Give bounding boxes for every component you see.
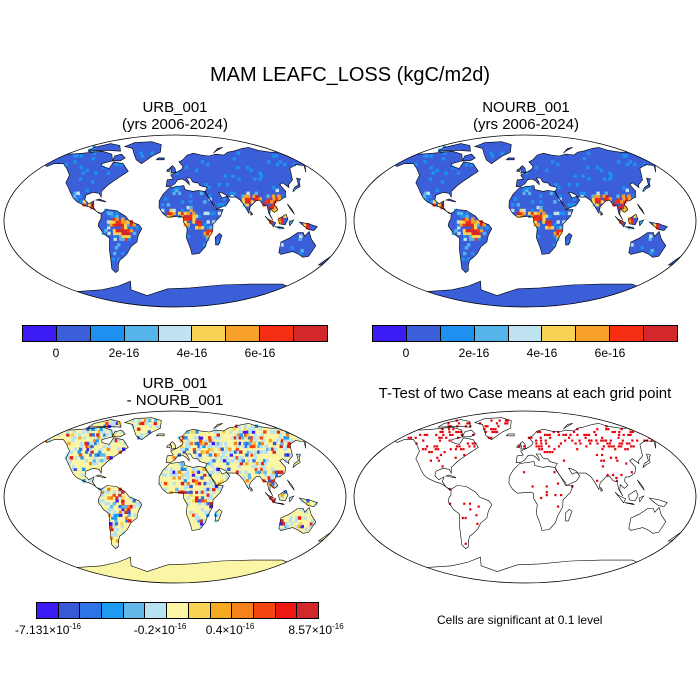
colorbar-diff-swatch [253,603,276,618]
colorbar-diff-swatch [58,603,81,618]
panel-title-nourb-line1: NOURB_001 [482,99,570,116]
colorbar-nourb-swatch [644,326,678,341]
colorbar-diff-swatch [188,603,211,618]
colorbar-nourb-swatch [373,326,407,341]
colorbar-urb-label-0: 0 [52,346,60,360]
colorbar-urb-swatch [226,326,261,341]
colorbar-nourb-swatch [576,326,611,341]
colorbar-diff-swatch [123,603,146,618]
colorbar-diff-swatch [210,603,233,618]
colorbar-diff-label-max: 8.57×10-16 [288,622,344,637]
colorbar-diff-swatch [275,603,298,618]
main-title: MAM LEAFC_LOSS (kgC/m2d) [209,64,491,86]
colorbar-urb-label-2: 4e-16 [176,346,208,360]
map-diff [3,410,347,584]
map-urb [3,134,347,308]
colorbar-diff-swatch [80,603,103,618]
panel-title-diff: URB_001 - NOURB_001 [25,375,325,409]
panel-title-urb-line1: URB_001 [142,99,208,116]
colorbar-nourb-swatch [406,326,441,341]
panel-title-ttest: T-Test of two Case means at each grid po… [378,385,672,402]
colorbar-diff-swatch [232,603,254,618]
colorbar-urb-label-3: 6e-16 [244,346,276,360]
map-nourb [353,134,697,308]
colorbar-diff-swatch [167,603,189,618]
colorbar-nourb-swatch [474,326,509,341]
colorbar-urb-swatch [294,326,328,341]
colorbar-nourb-label-0: 0 [402,346,410,360]
colorbar-diff-label-min: -7.131×10-16 [15,622,81,637]
colorbar-nourb-label-3: 6e-16 [594,346,626,360]
colorbar-nourb-swatch [440,326,475,341]
colorbar-urb-swatch [260,326,295,341]
colorbar-nourb [372,325,678,342]
panel-title-nourb: NOURB_001 (yrs 2006-2024) [376,99,676,133]
panel-title-urb-line2: (yrs 2006-2024) [122,116,228,133]
panel-title-urb: URB_001 (yrs 2006-2024) [25,99,325,133]
colorbar-diff-swatch [145,603,168,618]
colorbar-nourb-swatch [610,326,645,341]
colorbar-diff-swatch [297,603,318,618]
colorbar-diff [36,602,319,619]
colorbar-urb-swatch [90,326,125,341]
colorbar-urb [22,325,328,342]
colorbar-urb-label-1: 2e-16 [108,346,140,360]
colorbar-diff-label-neg: -0.2×10-16 [133,622,187,637]
colorbar-nourb-label-2: 4e-16 [526,346,558,360]
colorbar-nourb-label-1: 2e-16 [458,346,490,360]
colorbar-diff-swatch [37,603,59,618]
panel-title-nourb-line2: (yrs 2006-2024) [473,116,579,133]
colorbar-urb-swatch [23,326,57,341]
colorbar-nourb-swatch [542,326,577,341]
colorbar-diff-label-pos: 0.4×10-16 [205,622,255,637]
colorbar-urb-swatch [56,326,91,341]
colorbar-urb-swatch [192,326,227,341]
significance-note: Cells are significant at 0.1 level [437,613,603,627]
panel-title-diff-line2: - NOURB_001 [126,392,224,409]
colorbar-nourb-swatch [508,326,543,341]
colorbar-urb-swatch [158,326,193,341]
colorbar-diff-swatch [102,603,124,618]
colorbar-urb-swatch [124,326,159,341]
panel-title-diff-line1: URB_001 [142,375,208,392]
map-ttest [353,410,697,584]
